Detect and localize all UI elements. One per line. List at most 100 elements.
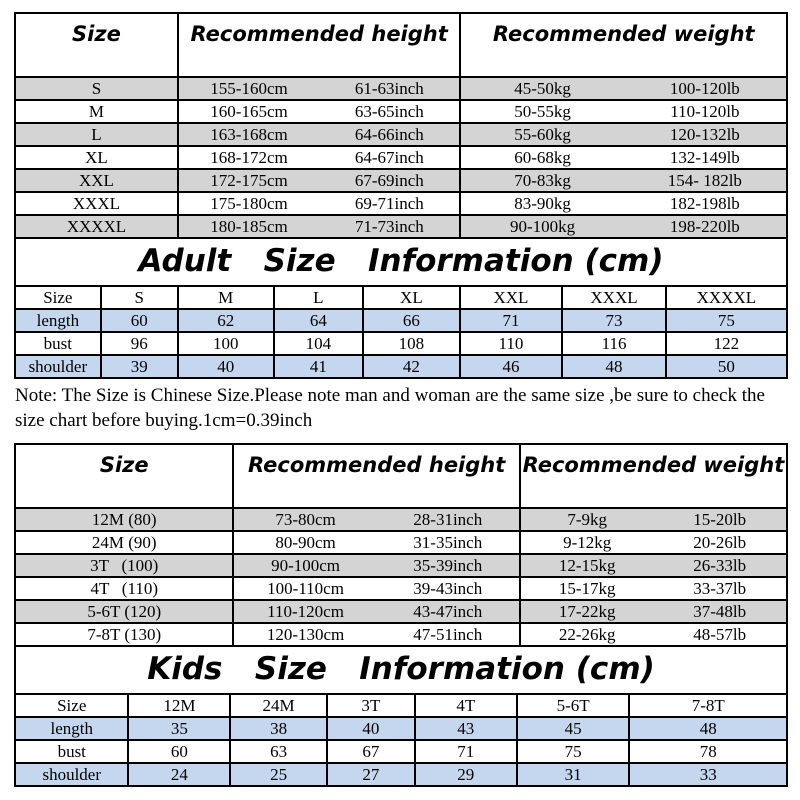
table-row: XXXXL 180-185cm 71-73inch 90-100kg 198-220…: [14, 214, 788, 239]
height-cm-value: 73-80cm: [275, 510, 336, 529]
column-header-weight: Recommended weight: [459, 12, 788, 78]
size-cell: 12M (80): [13, 507, 235, 532]
size-cell: XL: [14, 145, 179, 170]
measure-value-cell: 60: [99, 308, 179, 333]
weight-kg-value: 70-83kg: [514, 171, 571, 190]
measure-value-cell: 43: [413, 716, 518, 741]
measure-header: XXL: [458, 285, 564, 310]
measure-header: 7-8T: [628, 693, 788, 718]
kids-size-block: Size Recommended height Recommended weig…: [13, 443, 789, 787]
measure-value-cell: 33: [628, 762, 788, 787]
measure-value-cell: 50: [664, 354, 789, 379]
height-inch-value: 47-51inch: [413, 625, 483, 644]
height-cm-value: 175-180cm: [210, 194, 288, 213]
measure-header-size: Size: [14, 285, 102, 310]
weight-cell: 22-26kg 48-57lb: [518, 622, 789, 647]
measure-value-cell: 42: [362, 354, 461, 379]
adult-section-title: Adult Size Information (cm): [14, 239, 788, 285]
measure-value-cell: 73: [561, 308, 667, 333]
measure-value-cell: 67: [325, 739, 416, 764]
row-label-cell: length: [14, 308, 102, 333]
weight-cell: 83-90kg 182-198lb: [459, 191, 788, 216]
size-cell: 5-6T (120): [13, 599, 235, 624]
weight-kg-value: 50-55kg: [514, 102, 571, 121]
measure-value-cell: 45: [515, 716, 631, 741]
measure-value-cell: 71: [458, 308, 564, 333]
weight-cell: 12-15kg 26-33lb: [518, 553, 789, 578]
height-inch-value: 63-65inch: [354, 102, 424, 121]
table-header-row: Size S M L XL XXL XXXL XXXXL: [14, 285, 789, 310]
height-cm-value: 120-130cm: [266, 625, 345, 644]
height-cell: 90-100cm 35-39inch: [232, 553, 521, 578]
height-cell: 110-120cm 43-47inch: [232, 599, 521, 624]
table-row: length 60 62 64 66 71 73 75: [14, 308, 789, 333]
weight-kg-value: 7-9kg: [567, 510, 607, 529]
height-cell: 120-130cm 47-51inch: [232, 622, 521, 647]
height-cell: 80-90cm 31-35inch: [232, 530, 521, 555]
height-inch-value: 69-71inch: [354, 194, 424, 213]
height-inch-value: 43-47inch: [413, 602, 483, 621]
kids-section-title: Kids Size Information (cm): [14, 647, 788, 693]
table-row: 5-6T (120) 110-120cm 43-47inch 17-22kg 37-…: [13, 599, 789, 624]
table-header-row: Size Recommended height Recommended weig…: [13, 443, 789, 509]
weight-lb-value: 33-37lb: [693, 579, 747, 598]
column-header-size: Size: [13, 443, 235, 509]
table-row: bust 96 100 104 108 110 116 122: [14, 331, 789, 356]
measure-value-cell: 41: [272, 354, 365, 379]
height-inch-value: 28-31inch: [413, 510, 483, 529]
height-cell: 73-80cm 28-31inch: [232, 507, 521, 532]
height-cm-value: 160-165cm: [210, 102, 288, 121]
weight-kg-value: 60-68kg: [514, 148, 571, 167]
height-cm-value: 90-100cm: [271, 556, 341, 575]
weight-lb-value: 110-120lb: [670, 102, 740, 121]
weight-cell: 50-55kg 110-120lb: [459, 99, 788, 124]
height-cell: 100-110cm 39-43inch: [232, 576, 521, 601]
table-row: M 160-165cm 63-65inch 50-55kg 110-120lb: [14, 99, 788, 124]
measure-header: 4T: [413, 693, 518, 718]
measure-header-size: Size: [13, 693, 130, 718]
weight-kg-value: 83-90kg: [514, 194, 571, 213]
size-cell: S: [14, 76, 179, 101]
measure-value-cell: 48: [561, 354, 667, 379]
table-row: L 163-168cm 64-66inch 55-60kg 120-132lb: [14, 122, 788, 147]
table-row: 4T (110) 100-110cm 39-43inch 15-17kg 33-37…: [13, 576, 789, 601]
height-cell: 175-180cm 69-71inch: [176, 191, 462, 216]
height-cm-value: 80-90cm: [275, 533, 336, 552]
size-cell: 24M (90): [13, 530, 235, 555]
measure-value-cell: 39: [99, 354, 179, 379]
kids-range-table: Size Recommended height Recommended weig…: [13, 443, 789, 647]
height-inch-value: 64-66inch: [354, 125, 424, 144]
weight-lb-value: 120-132lb: [669, 125, 740, 144]
column-header-height: Recommended height: [176, 12, 462, 78]
weight-lb-value: 198-220lb: [669, 217, 740, 236]
height-inch-value: 71-73inch: [354, 217, 424, 236]
measure-value-cell: 64: [272, 308, 365, 333]
measure-value-cell: 48: [628, 716, 788, 741]
table-row: length 35 38 40 43 45 48: [13, 716, 788, 741]
height-inch-value: 31-35inch: [413, 533, 483, 552]
measure-value-cell: 62: [176, 308, 275, 333]
size-cell: XXXL: [14, 191, 179, 216]
height-inch-value: 39-43inch: [413, 579, 483, 598]
height-cell: 172-175cm 67-69inch: [176, 168, 462, 193]
weight-cell: 60-68kg 132-149lb: [459, 145, 788, 170]
weight-cell: 15-17kg 33-37lb: [518, 576, 789, 601]
height-cm-value: 155-160cm: [210, 79, 288, 98]
table-row: 7-8T (130) 120-130cm 47-51inch 22-26kg 48-…: [13, 622, 789, 647]
height-inch-value: 35-39inch: [413, 556, 483, 575]
measure-value-cell: 46: [458, 354, 564, 379]
measure-value-cell: 78: [628, 739, 788, 764]
measure-value-cell: 71: [413, 739, 518, 764]
height-cell: 180-185cm 71-73inch: [176, 214, 462, 239]
row-label-cell: length: [13, 716, 130, 741]
measure-value-cell: 104: [272, 331, 365, 356]
weight-lb-value: 37-48lb: [693, 602, 747, 621]
weight-kg-value: 22-26kg: [558, 625, 616, 644]
note-line-2: size chart before buying.1cm=0.39inch: [15, 410, 313, 431]
weight-cell: 70-83kg 154- 182lb: [459, 168, 788, 193]
measure-header: 24M: [229, 693, 328, 718]
measure-header: 12M: [127, 693, 232, 718]
measure-value-cell: 40: [325, 716, 416, 741]
weight-kg-value: 55-60kg: [514, 125, 571, 144]
height-cell: 160-165cm 63-65inch: [176, 99, 462, 124]
